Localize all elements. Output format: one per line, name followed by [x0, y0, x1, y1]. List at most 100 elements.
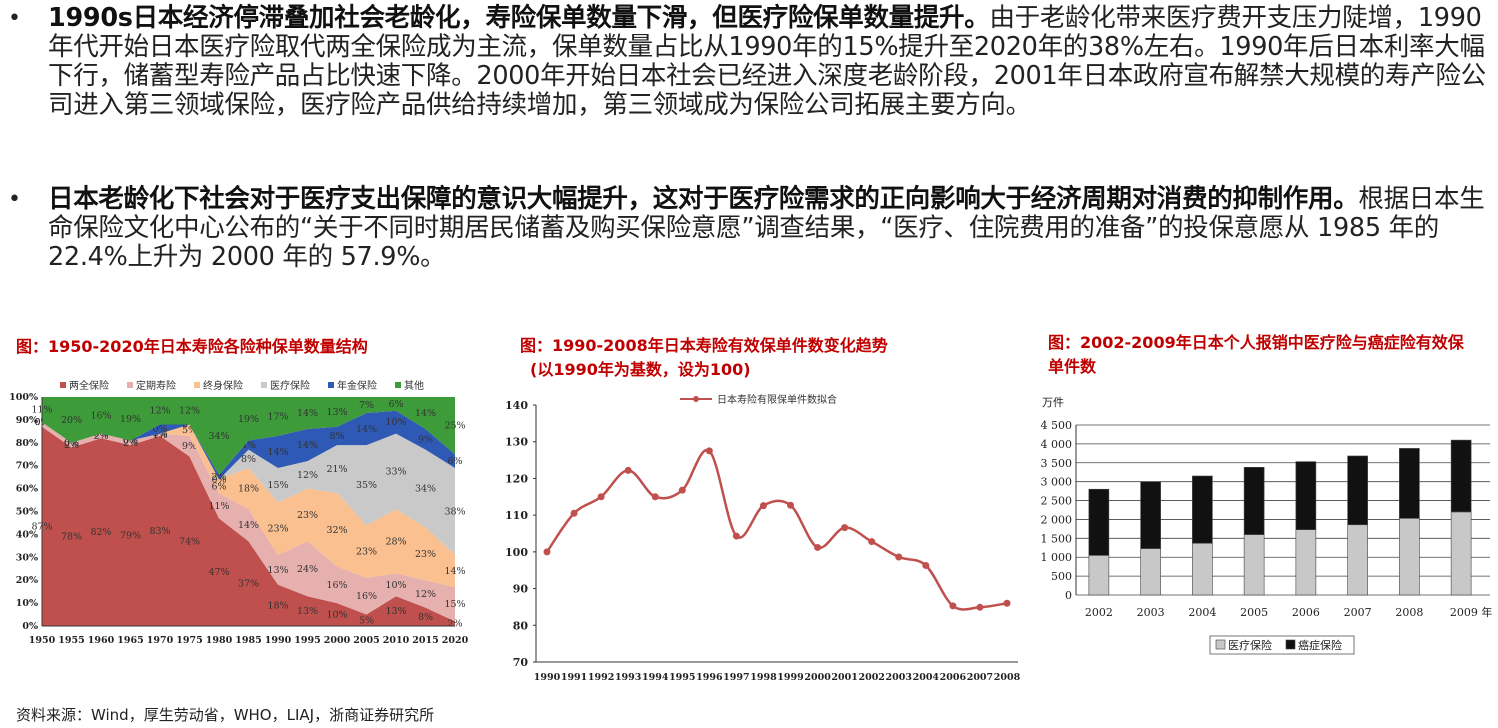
y-axis-unit: 万件 — [1042, 396, 1064, 409]
data-label: 0% — [152, 429, 167, 440]
data-label: 14% — [267, 447, 288, 458]
bar-1 — [1399, 448, 1420, 519]
data-label: 2% — [211, 472, 226, 483]
data-point — [949, 602, 957, 610]
data-label: 6% — [211, 481, 226, 492]
data-label: 23% — [356, 547, 377, 558]
x-tick-label: 2010 — [383, 635, 410, 646]
data-label: 13% — [326, 407, 347, 418]
data-label: 15% — [267, 480, 288, 491]
y-tick-label: 60% — [16, 484, 38, 495]
data-label: 14% — [415, 408, 436, 419]
y-tick-label: 1 000 — [1041, 551, 1073, 564]
data-label: 5% — [359, 615, 374, 626]
area-series-0 — [42, 426, 455, 626]
x-tick-label: 1950 — [29, 635, 56, 646]
legend-swatch-0 — [60, 382, 66, 388]
x-tick-label: 2015 — [412, 635, 438, 646]
legend-label-4: 年金保险 — [337, 379, 377, 392]
data-label: 83% — [149, 526, 170, 537]
data-label: 1% — [152, 430, 167, 441]
data-label: 25% — [444, 421, 465, 432]
data-point — [597, 493, 605, 501]
bullet-1-bold: 1990s日本经济停滞叠加社会老龄化，寿险保单数量下滑，但医疗险保单数量提升。 — [48, 3, 990, 33]
x-tick-label: 2003 — [886, 672, 912, 683]
bullet-2-bold: 日本老龄化下社会对于医疗支出保障的意识大幅提升，这对于医疗险需求的正向影响大于经… — [48, 184, 1359, 214]
x-tick-label: 2005 — [353, 635, 379, 646]
data-point — [570, 509, 578, 517]
legend-label-1: 定期寿险 — [136, 379, 176, 392]
x-tick-label: 1960 — [88, 635, 115, 646]
data-label: 74% — [179, 536, 200, 547]
data-label: 2% — [123, 438, 138, 449]
data-label: 12% — [179, 406, 200, 417]
data-point — [976, 603, 984, 611]
legend-swatch-4 — [328, 382, 334, 388]
data-label: 18% — [267, 600, 288, 611]
data-label: 0% — [64, 438, 79, 449]
x-tick-label: 1955 — [58, 635, 84, 646]
y-tick-label: 120 — [505, 472, 528, 485]
y-tick-label: 70% — [16, 461, 38, 472]
data-point — [841, 524, 849, 532]
x-tick-label: 2005 — [1240, 606, 1268, 619]
data-label: 0% — [152, 424, 167, 435]
x-tick-label: 1990 — [265, 635, 292, 646]
data-label: 0% — [93, 429, 108, 440]
data-label: 0% — [182, 419, 197, 430]
x-tick-label: 2002 — [858, 672, 884, 683]
data-label: 38% — [444, 507, 465, 518]
legend-label-1: 癌症保险 — [1298, 638, 1342, 652]
y-tick-label: 50% — [16, 507, 38, 518]
bullet-2: • 日本老龄化下社会对于医疗支出保障的意识大幅提升，这对于医疗险需求的正向影响大… — [8, 184, 1494, 272]
area-series-2 — [42, 422, 455, 588]
x-tick-label: 2003 — [1137, 606, 1165, 619]
data-label: 12% — [297, 470, 318, 481]
x-tick-label: 1995 — [294, 635, 320, 646]
bar-0 — [1347, 524, 1368, 596]
bar-0 — [1295, 529, 1317, 596]
x-tick-label: 1980 — [206, 635, 233, 646]
data-label: 14% — [297, 408, 318, 419]
x-tick-label: 1995 — [669, 672, 695, 683]
bullet-dot-icon: • — [8, 6, 21, 31]
bar-1 — [1192, 475, 1213, 544]
data-label: 8% — [241, 454, 256, 465]
chart1-title: 图：1950-2020年日本寿险各险种保单数量结构 — [16, 337, 368, 356]
data-label: 28% — [385, 536, 406, 547]
bar-1 — [1347, 455, 1368, 526]
y-tick-label: 70 — [513, 656, 529, 669]
x-tick-label: 1992 — [588, 672, 614, 683]
data-label: 7% — [359, 400, 374, 411]
data-label: 2% — [447, 619, 462, 630]
data-label: 8% — [329, 431, 344, 442]
data-point — [678, 486, 686, 494]
data-label: 14% — [297, 440, 318, 451]
y-tick-label: 3 000 — [1041, 476, 1073, 489]
x-tick-label: 1999 — [777, 672, 804, 683]
data-label: 23% — [415, 549, 436, 560]
x-tick-label: 2000 — [804, 672, 831, 683]
bar-0 — [1192, 542, 1213, 596]
data-label: 10% — [385, 417, 406, 428]
bar-0 — [1450, 511, 1472, 596]
bar-0 — [1088, 555, 1110, 596]
data-point — [868, 538, 876, 546]
bar-1 — [1295, 461, 1317, 530]
y-tick-label: 80 — [513, 619, 529, 632]
data-label: 18% — [238, 484, 259, 495]
y-tick-label: 4 500 — [1041, 419, 1073, 432]
data-point — [759, 502, 767, 510]
x-tick-label: 2004 — [913, 672, 940, 683]
legend-box — [1209, 635, 1355, 655]
data-label: 82% — [90, 527, 111, 538]
y-tick-label: 3 500 — [1041, 457, 1073, 470]
x-tick-label: 1994 — [642, 672, 669, 683]
data-label: 6% — [447, 456, 462, 467]
x-tick-label: 2001 — [831, 672, 857, 683]
data-label: 21% — [326, 464, 347, 475]
x-tick-label: 1965 — [117, 635, 143, 646]
data-label: 19% — [120, 414, 141, 425]
bar-1 — [1088, 488, 1110, 556]
data-label: 20% — [61, 415, 82, 426]
